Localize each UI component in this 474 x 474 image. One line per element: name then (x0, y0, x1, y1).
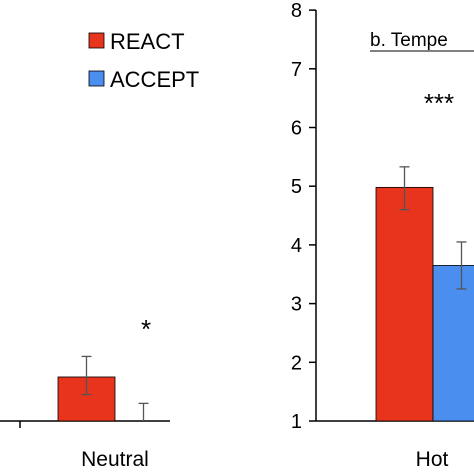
panel-b-bar-accept (432, 265, 474, 422)
legend-label-react: REACT (110, 29, 185, 54)
panel-b: 1 2 3 4 5 6 7 8 b. Tempe *** Hot (291, 0, 474, 471)
legend-label-accept: ACCEPT (110, 67, 199, 92)
panel-b-y-tick-label: 6 (291, 118, 302, 140)
panel-a-significance-annotation: * (141, 314, 151, 344)
panel-b-y-tick-label: 3 (291, 294, 302, 316)
panel-b-errorbar-accept (456, 241, 467, 290)
panel-b-significance-annotation: *** (424, 88, 454, 118)
panel-b-errorbar-react (399, 166, 410, 211)
panel-b-y-tick-label: 7 (291, 59, 302, 81)
legend-swatch-accept (88, 70, 105, 87)
panel-a-errorbar-react (81, 355, 92, 396)
panel-b-y-tick-label: 2 (291, 352, 302, 374)
panel-b-y-tick-label: 1 (291, 411, 302, 433)
legend-swatch-react (88, 32, 105, 49)
panel-a-errorbar-accept (138, 402, 149, 421)
panel-b-y-tick-label: 8 (291, 0, 302, 22)
panel-a: Neutral * (0, 314, 170, 471)
panel-b-y-tick-label: 5 (291, 176, 302, 198)
panel-b-bar-react (375, 186, 434, 422)
panel-a-category-label: Neutral (81, 448, 149, 471)
panel-b-title: b. Tempe (370, 30, 448, 51)
panel-b-category-label: Hot (416, 448, 449, 471)
legend: REACT ACCEPT (88, 29, 199, 92)
panel-b-y-tick-label: 4 (291, 235, 302, 257)
